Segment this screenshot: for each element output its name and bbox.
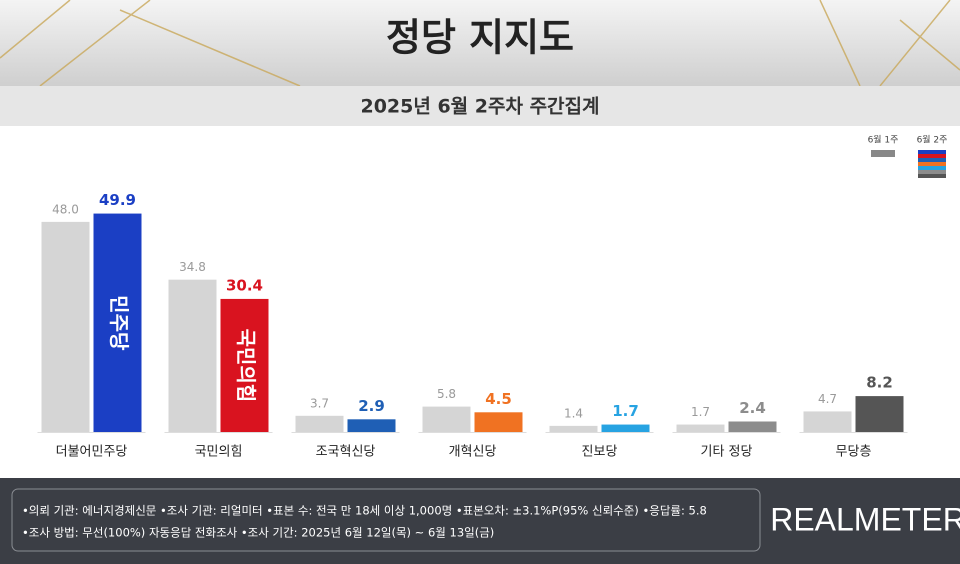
note: •의뢰 기관: 에너지경제신문 •조사 기관: 리얼미터 •표본 수: 전국 만… [22, 504, 707, 518]
bar [93, 213, 142, 432]
subtitle-band [0, 86, 960, 126]
value-label: 1.7 [691, 405, 710, 419]
value-label: 49.9 [99, 191, 136, 209]
value-label: 2.9 [358, 397, 385, 415]
header-decoration [0, 0, 960, 87]
legend-swatch [918, 158, 946, 162]
bar [474, 412, 523, 432]
bar [220, 298, 269, 432]
legend-swatch [918, 154, 946, 158]
x-tick-label: 기타 정당 [701, 445, 753, 460]
bar [347, 419, 396, 432]
value-label: 2.4 [739, 399, 766, 417]
bar [41, 221, 90, 432]
bar-text: 국민의힘 [234, 329, 258, 403]
bar [549, 425, 598, 432]
value-label: 1.4 [564, 406, 583, 420]
bar [728, 421, 777, 432]
value-label: 34.8 [179, 260, 206, 274]
bar [295, 415, 344, 432]
chart-subtitle: 2025년 6월 2주차 주간집계 [360, 96, 599, 118]
header-band [0, 0, 960, 86]
value-label: 1.7 [612, 402, 639, 420]
chart-title: 정당 지지도 [386, 16, 574, 60]
notes-box [11, 488, 761, 552]
bar-text: 민주당 [107, 295, 131, 351]
legend-swatch [918, 166, 946, 170]
legend-swatch [871, 150, 895, 157]
x-tick-label: 개혁신당 [449, 445, 497, 460]
note: •조사 방법: 무선(100%) 자동응답 전화조사 •조사 기간: 2025년… [22, 526, 494, 540]
value-label: 4.5 [485, 390, 512, 408]
logo: REALMETER [770, 501, 960, 537]
legend-swatch [918, 162, 946, 166]
bar [855, 396, 904, 432]
legend-swatch [918, 150, 946, 154]
bar [168, 279, 217, 432]
legend-swatch [918, 174, 946, 178]
value-label: 4.7 [818, 392, 837, 406]
x-tick-label: 조국혁신당 [316, 445, 376, 460]
bar [601, 424, 650, 432]
x-tick-label: 더불어민주당 [56, 445, 128, 460]
value-label: 48.0 [52, 202, 79, 216]
legend-swatch [918, 170, 946, 174]
value-label: 5.8 [437, 387, 456, 401]
x-tick-label: 진보당 [582, 445, 618, 460]
bar [803, 411, 852, 432]
value-label: 8.2 [866, 374, 893, 392]
bar [676, 424, 725, 432]
x-tick-label: 무당층 [836, 445, 872, 460]
legend-label: 6월 2주 [917, 134, 948, 146]
value-label: 3.7 [310, 396, 329, 410]
footer-band [0, 478, 960, 564]
legend-label: 6월 1주 [868, 134, 899, 146]
x-tick-label: 국민의힘 [195, 445, 243, 460]
value-label: 30.4 [226, 276, 263, 294]
bar [422, 406, 471, 432]
